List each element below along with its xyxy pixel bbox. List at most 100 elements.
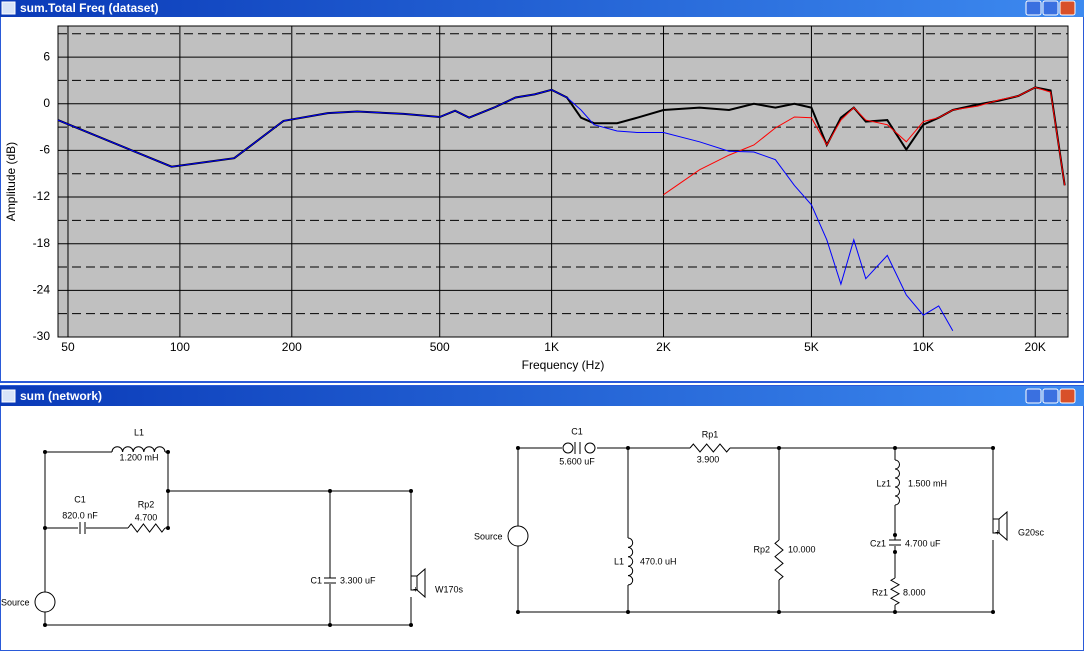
y-tick-label: -30 — [33, 329, 51, 343]
component-value: 3.900 — [697, 454, 720, 464]
circuit: L1 1.200 mH C1 820.0 nF Rp2 4.700 C1 3.3… — [1, 426, 1045, 627]
junction — [166, 526, 170, 530]
driver-label: W170s — [435, 584, 464, 594]
driver-label: G20sc — [1018, 527, 1045, 537]
polarity: + — [413, 584, 418, 594]
component-name: Cz1 — [870, 538, 886, 548]
component-value: 4.700 uF — [905, 538, 941, 548]
x-axis-label: Frequency (Hz) — [522, 358, 605, 372]
title-bar — [0, 386, 1084, 406]
source-label: Source — [474, 531, 503, 541]
junction — [43, 526, 47, 530]
window-icon — [1, 389, 16, 403]
junction — [893, 550, 897, 554]
junction — [991, 610, 995, 614]
source — [34, 591, 56, 613]
window-title: sum (network) — [20, 389, 102, 403]
x-tick-label: 5K — [804, 340, 819, 354]
y-tick-label: -6 — [39, 143, 50, 157]
junction — [166, 450, 170, 454]
junction — [991, 446, 995, 450]
junction — [777, 446, 781, 450]
component-value: 3.300 uF — [340, 575, 376, 585]
series-line — [57, 89, 954, 332]
x-tick-label: 1K — [544, 340, 559, 354]
resistor — [689, 443, 731, 453]
window-buttons — [1025, 0, 1076, 16]
x-tick-label: 100 — [170, 340, 190, 354]
component-name: Rp2 — [753, 544, 770, 554]
driver — [410, 567, 426, 599]
junction — [516, 446, 520, 450]
component-name: C1 — [310, 575, 322, 585]
junction — [409, 623, 413, 627]
junction — [893, 446, 897, 450]
close-button[interactable] — [1059, 0, 1076, 16]
component-name: Rz1 — [872, 587, 888, 597]
junction — [893, 533, 897, 537]
junction — [43, 623, 47, 627]
y-axis-label: Amplitude (dB) — [4, 142, 18, 221]
resistor — [127, 523, 166, 533]
component-value: 1.200 mH — [119, 452, 158, 462]
component-name: Rp1 — [702, 429, 719, 439]
component-value: 10.000 — [788, 544, 816, 554]
network-window — [0, 385, 1084, 652]
window-title: sum.Total Freq (dataset) — [20, 1, 158, 15]
maximize-button[interactable] — [1042, 0, 1059, 16]
source — [507, 525, 529, 547]
window-icon — [1, 1, 16, 15]
x-tick-label: 50 — [61, 340, 75, 354]
junction — [166, 489, 170, 493]
close-button[interactable] — [1059, 388, 1076, 404]
component-name: Rp2 — [138, 499, 155, 509]
maximize-button[interactable] — [1042, 388, 1059, 404]
component-name: L1 — [134, 427, 144, 437]
component-name: L1 — [614, 556, 624, 566]
y-tick-label: 0 — [43, 96, 50, 110]
component-value: 4.700 — [135, 512, 158, 522]
junction — [516, 610, 520, 614]
inductor — [627, 537, 634, 586]
component-value: 1.500 mH — [908, 478, 947, 488]
capacitor — [889, 539, 901, 546]
plot-area — [57, 25, 1069, 338]
component-value: 5.600 uF — [559, 456, 595, 466]
capacitor — [562, 442, 574, 454]
component-value: 820.0 nF — [62, 510, 98, 520]
source-label: Source — [1, 597, 30, 607]
x-tick-label: 10K — [913, 340, 934, 354]
plot: 6 0 -6 -12 -18 -24 -30 50 100 200 500 1K 2K 5K 10K 20K F… — [4, 25, 1069, 372]
capacitor — [324, 577, 336, 584]
component-value: 8.000 — [903, 587, 926, 597]
minimize-button[interactable] — [1025, 0, 1042, 16]
driver — [992, 510, 1008, 542]
y-tick-label: -24 — [33, 283, 51, 297]
series-line — [663, 86, 1066, 196]
y-tick-label: 6 — [43, 49, 50, 63]
x-tick-label: 500 — [430, 340, 450, 354]
window-buttons — [1025, 388, 1076, 404]
y-tick-label: -18 — [33, 236, 51, 250]
title-bar — [0, 0, 1084, 17]
y-tick-label: -12 — [33, 189, 51, 203]
component-name: Lz1 — [876, 478, 891, 488]
junction — [328, 489, 332, 493]
x-tick-label: 200 — [282, 340, 302, 354]
junction — [626, 610, 630, 614]
inductor — [111, 446, 166, 453]
resistor — [774, 539, 784, 581]
junction — [777, 610, 781, 614]
junction — [409, 489, 413, 493]
junction — [328, 623, 332, 627]
component-name: C1 — [571, 426, 583, 436]
x-tick-label: 2K — [656, 340, 671, 354]
capacitor — [574, 442, 581, 454]
junction — [43, 450, 47, 454]
x-tick-label: 20K — [1025, 340, 1046, 354]
minimize-button[interactable] — [1025, 388, 1042, 404]
junction — [626, 446, 630, 450]
inductor — [894, 459, 900, 506]
capacitor — [584, 442, 596, 454]
